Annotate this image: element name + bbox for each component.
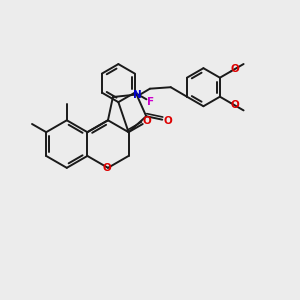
Text: O: O: [143, 116, 152, 126]
Text: O: O: [102, 164, 111, 173]
Text: F: F: [148, 97, 154, 107]
Text: O: O: [163, 116, 172, 126]
Text: N: N: [133, 89, 142, 100]
Text: O: O: [231, 64, 239, 74]
Text: O: O: [231, 100, 239, 110]
